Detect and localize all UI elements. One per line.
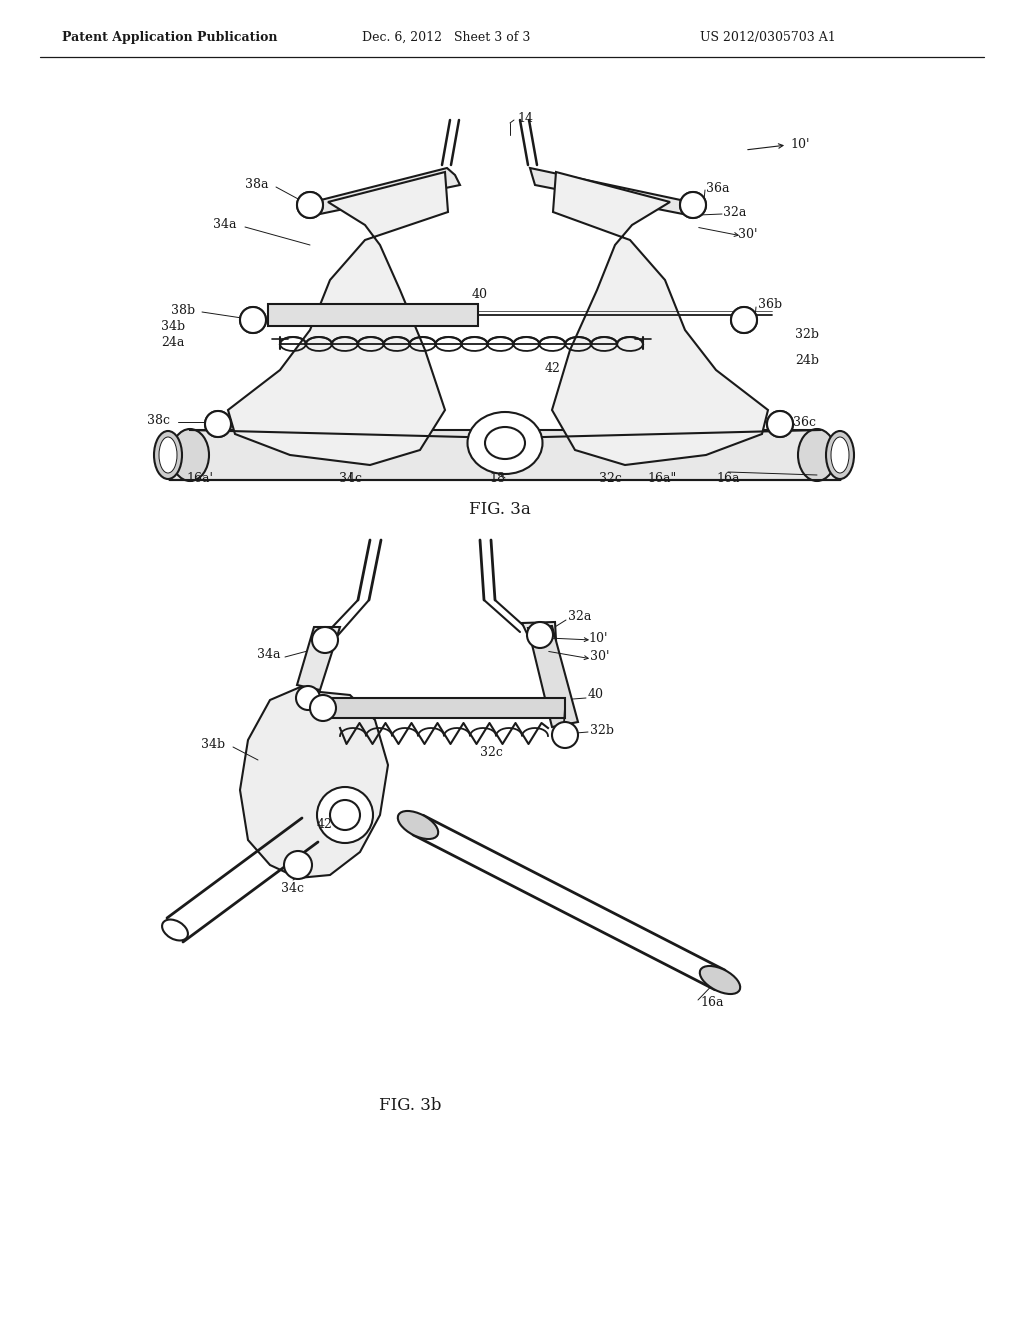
Text: 32b: 32b [590, 723, 614, 737]
Text: 36c: 36c [793, 417, 816, 429]
Text: 14: 14 [517, 111, 534, 124]
Circle shape [680, 191, 706, 218]
Text: US 2012/0305703 A1: US 2012/0305703 A1 [700, 30, 836, 44]
Text: 32b: 32b [795, 329, 819, 342]
Circle shape [310, 696, 336, 721]
Circle shape [205, 411, 231, 437]
Circle shape [680, 191, 706, 218]
Circle shape [205, 411, 231, 437]
Ellipse shape [831, 437, 849, 473]
Text: 36a: 36a [706, 181, 729, 194]
FancyBboxPatch shape [268, 304, 478, 326]
Circle shape [317, 787, 373, 843]
Text: 32c: 32c [599, 471, 622, 484]
Circle shape [296, 686, 319, 710]
Text: 42: 42 [545, 362, 561, 375]
Text: 34b: 34b [201, 738, 225, 751]
Ellipse shape [699, 966, 740, 994]
Ellipse shape [171, 429, 209, 480]
Ellipse shape [826, 432, 854, 479]
Ellipse shape [468, 412, 543, 474]
FancyBboxPatch shape [318, 698, 565, 718]
Text: 34c: 34c [339, 471, 361, 484]
Circle shape [731, 308, 757, 333]
Ellipse shape [798, 429, 836, 480]
Circle shape [240, 308, 266, 333]
Text: 34a: 34a [256, 648, 280, 661]
Polygon shape [170, 430, 840, 480]
Text: 40: 40 [472, 288, 488, 301]
Text: 10': 10' [588, 631, 607, 644]
Text: FIG. 3a: FIG. 3a [469, 502, 530, 519]
Text: 38a: 38a [245, 178, 268, 191]
Text: 18: 18 [489, 471, 505, 484]
Ellipse shape [154, 432, 182, 479]
Circle shape [297, 191, 323, 218]
Polygon shape [297, 627, 340, 690]
Circle shape [731, 308, 757, 333]
Polygon shape [313, 168, 460, 215]
Circle shape [240, 308, 266, 333]
Text: Patent Application Publication: Patent Application Publication [62, 30, 278, 44]
Text: 16a: 16a [700, 995, 724, 1008]
Text: 24b: 24b [795, 354, 819, 367]
Text: 38c: 38c [147, 413, 170, 426]
Text: 34b: 34b [161, 321, 185, 334]
Circle shape [312, 627, 338, 653]
Text: FIG. 3b: FIG. 3b [379, 1097, 441, 1114]
Text: 32a: 32a [723, 206, 746, 219]
Ellipse shape [397, 810, 438, 840]
Polygon shape [522, 622, 556, 640]
Polygon shape [240, 685, 388, 878]
Polygon shape [552, 172, 768, 465]
Text: 42: 42 [317, 818, 333, 832]
Text: 24a: 24a [162, 337, 185, 350]
Text: 32c: 32c [480, 746, 503, 759]
Circle shape [767, 411, 793, 437]
Text: 16a: 16a [716, 471, 739, 484]
Ellipse shape [485, 426, 525, 459]
Text: 34a: 34a [213, 219, 237, 231]
Text: 10': 10' [790, 139, 810, 152]
Circle shape [527, 622, 553, 648]
Text: Dec. 6, 2012   Sheet 3 of 3: Dec. 6, 2012 Sheet 3 of 3 [362, 30, 530, 44]
Text: 30': 30' [738, 227, 758, 240]
Text: 32a: 32a [568, 610, 592, 623]
Circle shape [767, 411, 793, 437]
Text: 34c: 34c [282, 882, 304, 895]
Text: 36b: 36b [758, 298, 782, 312]
Polygon shape [228, 172, 449, 465]
Circle shape [284, 851, 312, 879]
Circle shape [552, 722, 578, 748]
Polygon shape [530, 168, 690, 215]
Text: 16a': 16a' [186, 471, 213, 484]
Polygon shape [528, 626, 578, 727]
Text: 40: 40 [588, 689, 604, 701]
Circle shape [297, 191, 323, 218]
Ellipse shape [162, 920, 188, 940]
Text: 38b: 38b [171, 304, 195, 317]
Text: 16a": 16a" [647, 471, 677, 484]
Text: 30': 30' [590, 651, 609, 664]
Ellipse shape [159, 437, 177, 473]
Circle shape [330, 800, 360, 830]
